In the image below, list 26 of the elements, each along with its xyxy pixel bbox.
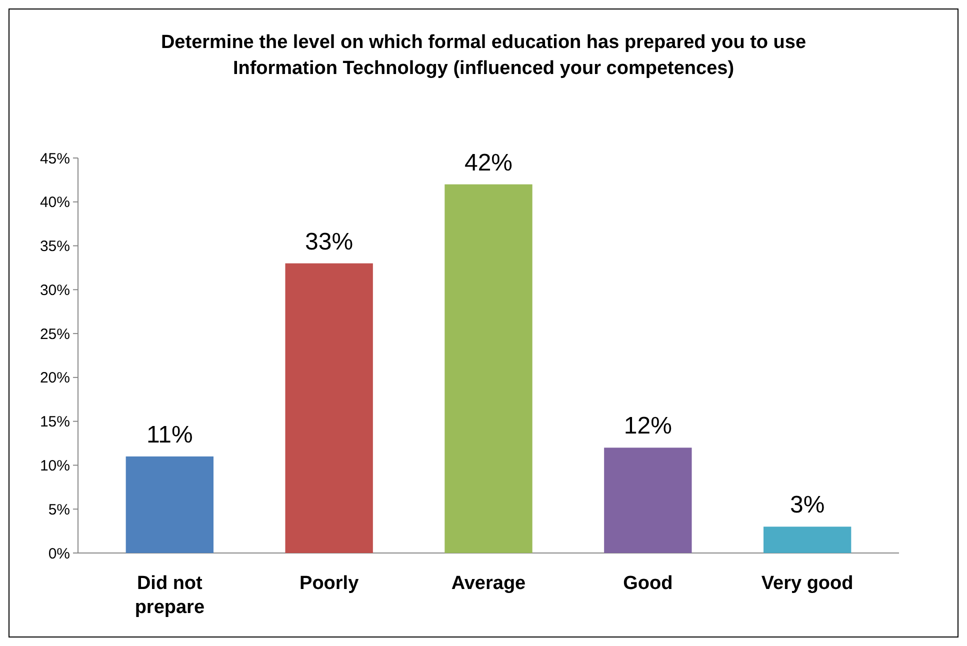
x-tick-label: Average [451,573,526,594]
bar [763,526,852,553]
y-tick-label: 35% [40,238,70,256]
y-tick-label: 25% [40,326,70,343]
bar [285,263,373,553]
data-label: 12% [624,412,672,440]
y-tick-label: 0% [48,545,70,562]
y-tick-label: 40% [40,194,70,212]
bar [444,184,532,553]
data-label: 42% [464,149,513,176]
x-tick-label: Very good [761,573,854,594]
y-tick-label: 15% [40,414,70,431]
y-tick-label: 10% [40,457,70,474]
x-tick-label: Did not prepare [134,573,205,618]
chart-title: Determine the level on which formal education has prepared you to use Information Technology (influenced your competences) [160,32,806,79]
x-tick-label: Good [623,573,673,594]
data-label: 33% [305,228,354,256]
y-tick-label: 30% [40,282,70,299]
bar [604,448,692,553]
x-tick-label: Poorly [300,573,360,594]
bar [126,456,214,553]
y-tick-label: 5% [48,501,70,518]
data-label: 3% [790,492,825,519]
y-tick-label: 20% [40,370,70,387]
data-label: 11% [146,421,193,448]
y-tick-label: 45% [40,150,70,168]
